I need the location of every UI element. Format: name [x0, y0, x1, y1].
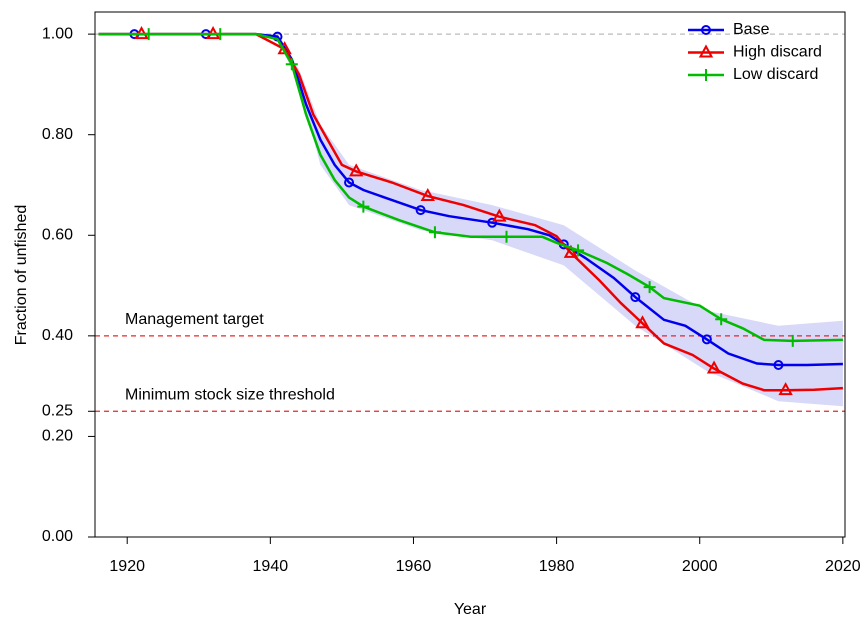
- x-tick-label: 1920: [109, 558, 145, 575]
- x-tick-label: 1940: [253, 558, 289, 575]
- marker: [700, 69, 712, 81]
- marker: [344, 177, 355, 188]
- marker: [428, 226, 441, 239]
- y-tick-label: 1.00: [42, 25, 73, 42]
- marker: [357, 200, 370, 213]
- y-axis-label: Fraction of unfished: [13, 205, 30, 346]
- y-tick-label: 0.20: [42, 428, 73, 445]
- marker: [142, 28, 155, 41]
- marker: [487, 217, 498, 228]
- series-line: [98, 32, 843, 343]
- marker: [572, 244, 585, 257]
- y-tick-label: 0.00: [42, 528, 73, 545]
- legend: Base High discard Low discard: [688, 21, 822, 83]
- marker: [630, 292, 641, 303]
- y-tick-label: 0.25: [42, 403, 73, 420]
- series-line: [98, 32, 843, 392]
- y-tick-label: 0.40: [42, 327, 73, 344]
- marker: [773, 360, 784, 371]
- marker: [492, 208, 507, 222]
- marker: [563, 244, 579, 258]
- y-tick-label: 0.80: [42, 126, 73, 143]
- reference-label: Management target: [125, 311, 264, 328]
- x-tick-label: 1960: [396, 558, 432, 575]
- marker: [698, 44, 714, 58]
- marker: [706, 360, 722, 374]
- x-axis-label: Year: [454, 601, 487, 618]
- plot-frame: [94, 11, 846, 538]
- marker: [701, 334, 712, 345]
- x-tick-label: 2000: [682, 558, 718, 575]
- x-tick-label: 1980: [539, 558, 575, 575]
- marker: [285, 58, 298, 71]
- marker: [635, 315, 650, 329]
- marker: [420, 187, 435, 202]
- marker: [786, 334, 799, 347]
- legend-label: High discard: [733, 44, 822, 61]
- series-line: [98, 32, 843, 367]
- y-tick-label: 0.60: [42, 226, 73, 243]
- legend-label: Low discard: [733, 66, 818, 83]
- marker: [214, 28, 227, 41]
- x-tick-label: 2020: [825, 558, 861, 575]
- reference-label: Minimum stock size threshold: [125, 387, 335, 404]
- marker: [415, 205, 426, 216]
- marker: [500, 230, 513, 243]
- marker: [643, 281, 656, 294]
- marker: [715, 313, 728, 326]
- marker: [701, 25, 711, 35]
- legend-label: Base: [733, 21, 770, 38]
- marker: [778, 382, 793, 396]
- marker: [349, 163, 364, 177]
